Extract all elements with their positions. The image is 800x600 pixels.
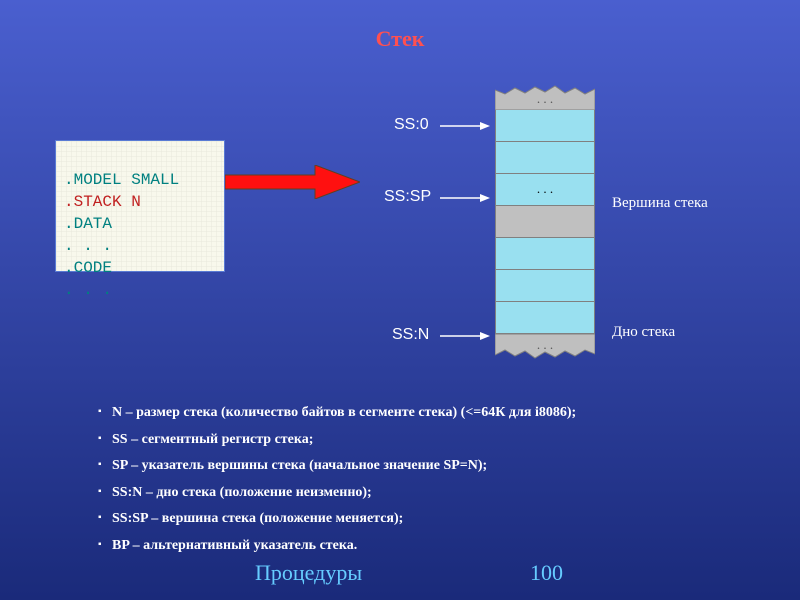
stack-top-label: Вершина стека (612, 195, 708, 212)
stack-cell (495, 110, 595, 142)
stack-cell (495, 206, 595, 238)
footer-page-number: 100 (530, 560, 563, 586)
bullet-item: SS – сегментный регистр стека; (98, 427, 738, 454)
code-line-4: . . . (64, 237, 112, 255)
footer-title: Процедуры (255, 560, 362, 586)
stack-cell (495, 270, 595, 302)
torn-bottom-icon: . . . (495, 334, 595, 359)
bullet-item: N – размер стека (количество байтов в се… (98, 400, 738, 427)
stack-cell (495, 238, 595, 270)
stack-bottom-label: Дно стека (612, 324, 675, 341)
slide: Стек .MODEL SMALL .STACK N .DATA . . . .… (0, 0, 800, 600)
stack-cell (495, 302, 595, 334)
code-line-3: .DATA (64, 215, 112, 233)
arrow-icon (440, 120, 490, 132)
code-box: .MODEL SMALL .STACK N .DATA . . . .CODE … (55, 140, 225, 272)
stack-diagram: . . . . . . . . . (495, 85, 595, 359)
code-line-6: . . . (64, 281, 112, 299)
bullet-item: SS:N – дно стека (положение неизменно); (98, 480, 738, 507)
bullet-list: N – размер стека (количество байтов в се… (98, 400, 738, 560)
svg-text:. . .: . . . (537, 91, 553, 106)
code-line-1: .MODEL SMALL (64, 171, 179, 189)
bullet-item: SS:SP – вершина стека (положение меняетс… (98, 506, 738, 533)
bullet-item: SP – указатель вершины стека (начальное … (98, 453, 738, 480)
pointer-label-sssp: SS:SP (384, 188, 431, 206)
code-line-5: .CODE (64, 259, 112, 277)
big-arrow-icon (225, 165, 360, 199)
code-line-2: .STACK N (64, 193, 141, 211)
torn-top-icon: . . . (495, 85, 595, 110)
arrow-icon (440, 192, 490, 204)
bullet-item: BP – альтернативный указатель стека. (98, 533, 738, 560)
arrow-icon (440, 330, 490, 342)
slide-title: Стек (0, 26, 800, 52)
pointer-label-ss0: SS:0 (394, 116, 429, 134)
pointer-label-ssn: SS:N (392, 326, 429, 344)
stack-cell (495, 142, 595, 174)
svg-text:. . .: . . . (537, 337, 553, 352)
stack-cell-dots: . . . (495, 174, 595, 206)
